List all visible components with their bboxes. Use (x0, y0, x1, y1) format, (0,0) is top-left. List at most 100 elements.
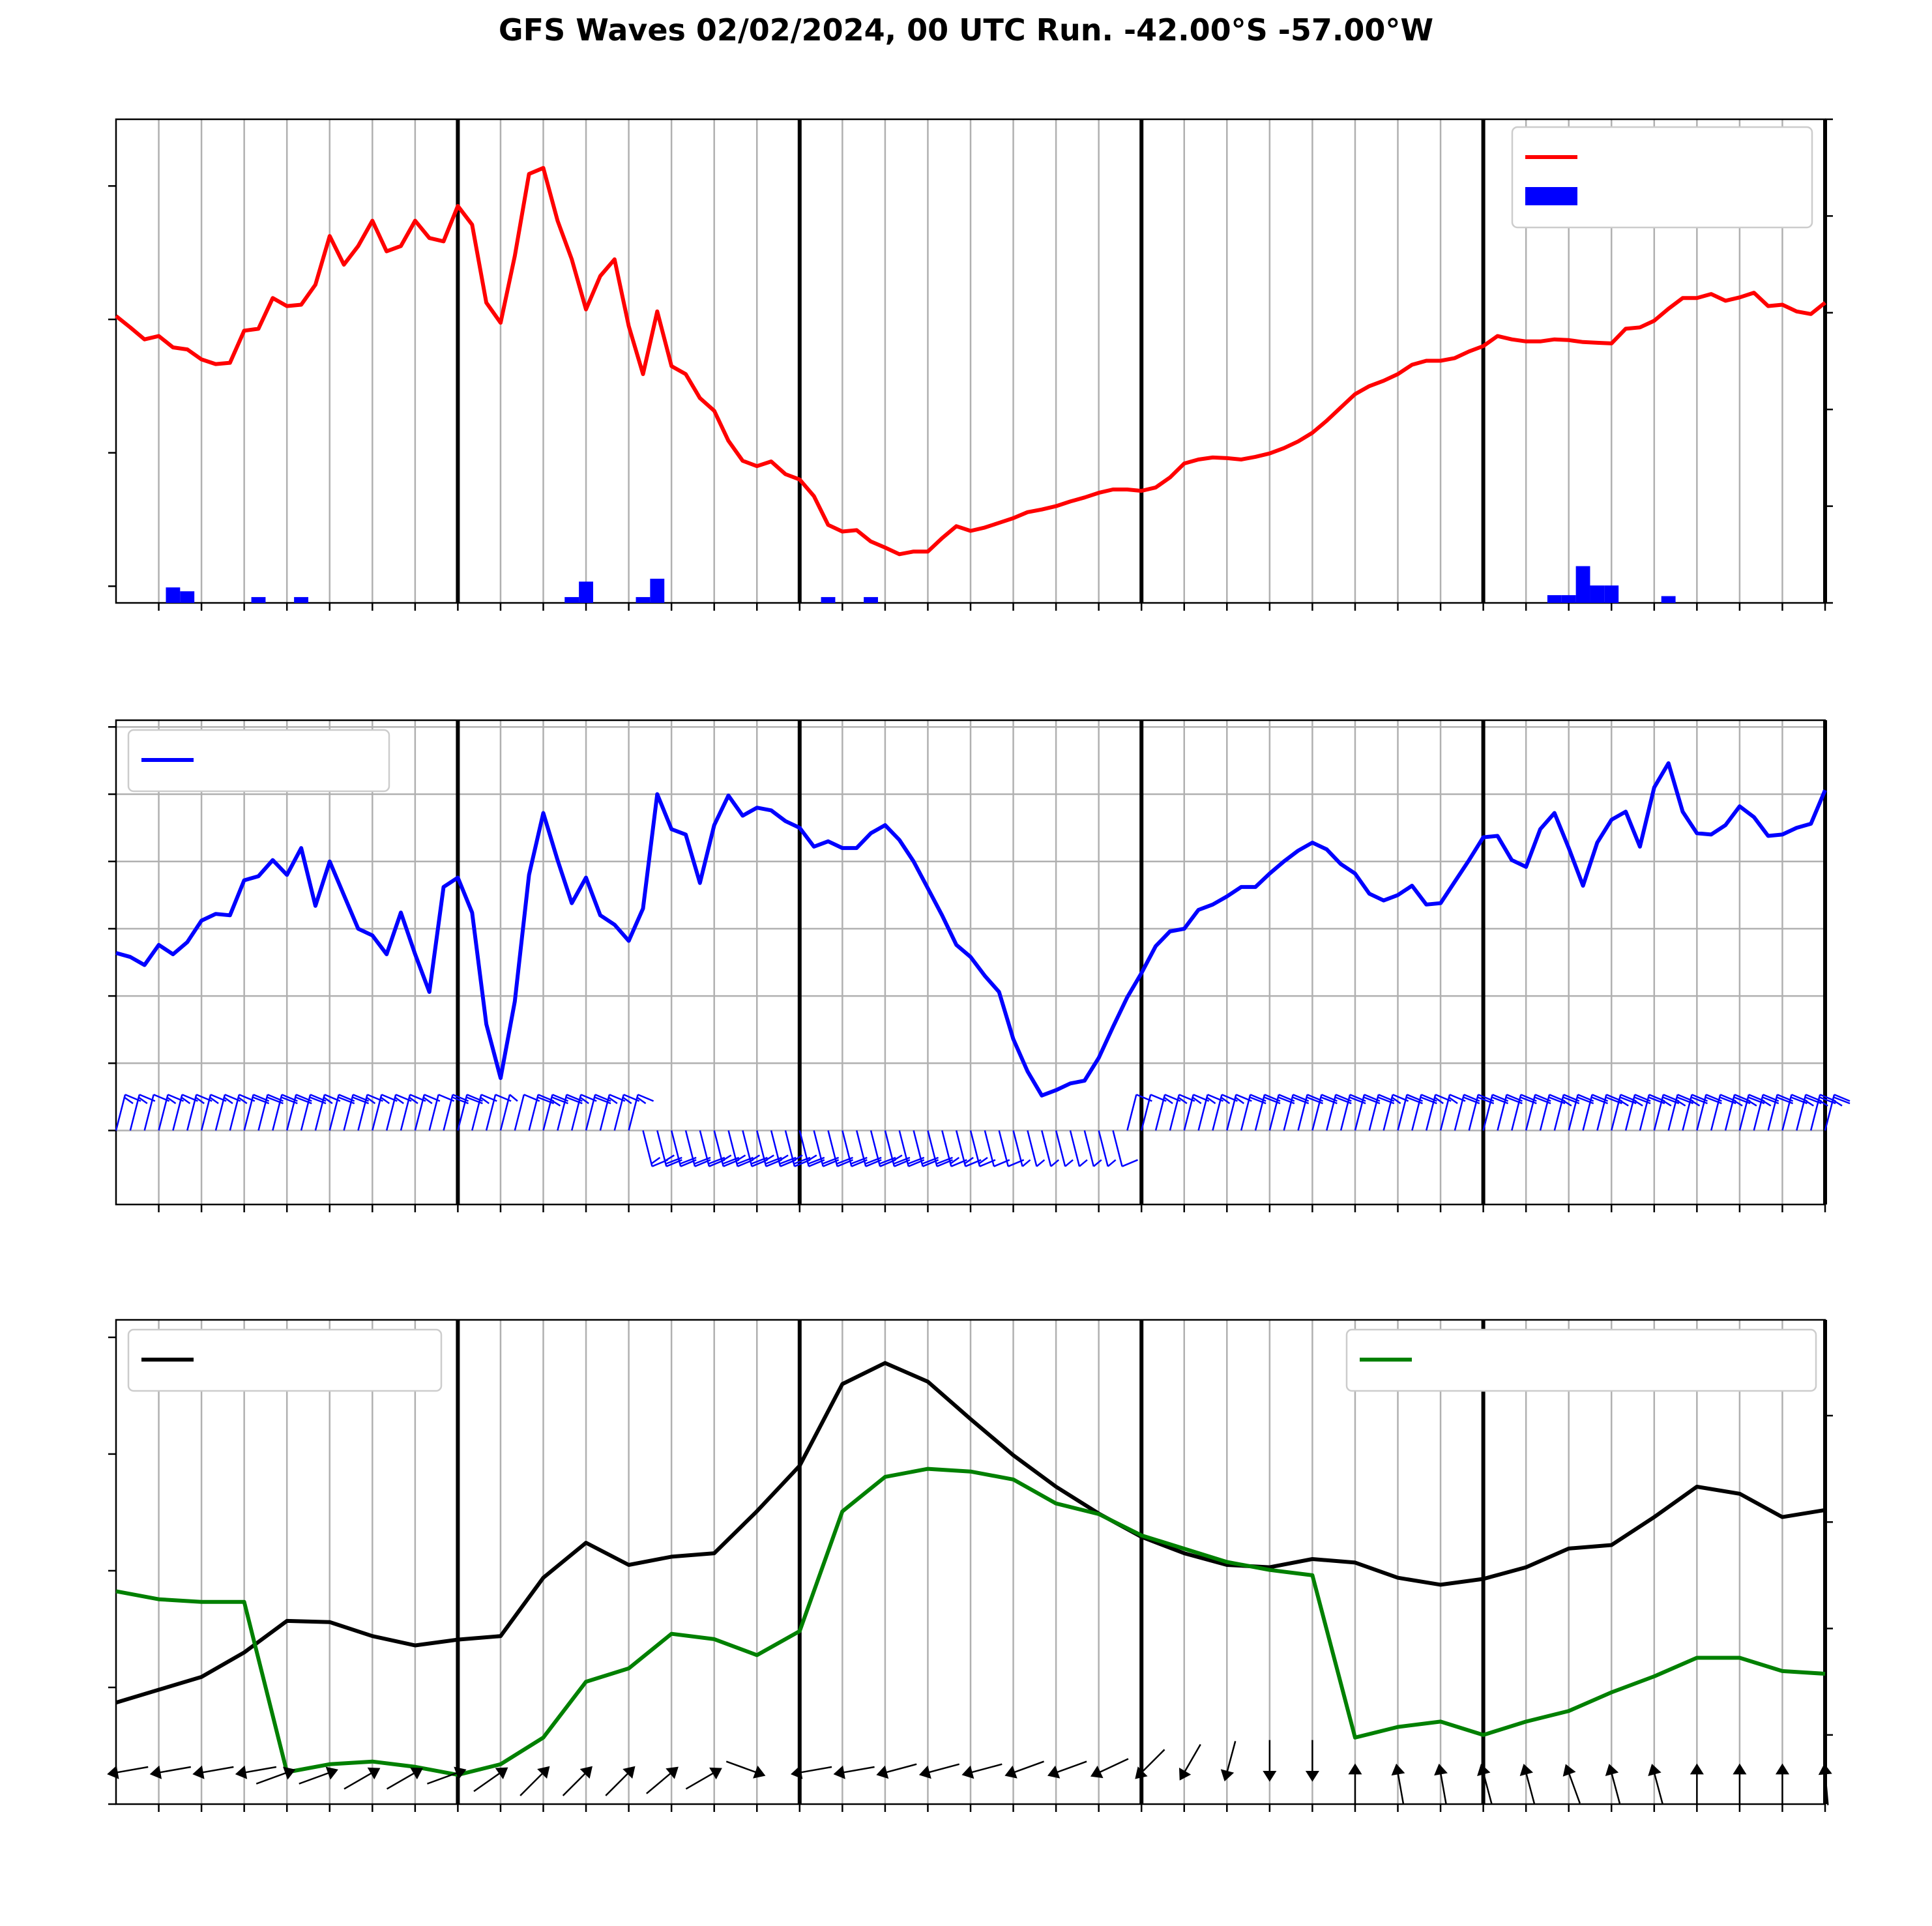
wind-barb-staff (1710, 1094, 1721, 1131)
wind-barb-staff (143, 1094, 154, 1131)
wind-barb-flag (223, 1096, 233, 1105)
wind-barb-staff (272, 1094, 283, 1131)
arrow-head (753, 1765, 766, 1779)
precip-bar (166, 587, 181, 603)
wave-direction-arrow (1391, 1763, 1405, 1805)
wind-barb (143, 1094, 170, 1131)
wind-barb (1098, 1130, 1117, 1167)
wind-barb-staff (1297, 1094, 1308, 1131)
arrow-head (833, 1765, 845, 1779)
wind-barb-flag (1122, 1159, 1138, 1167)
arrow-shaft (1009, 1760, 1044, 1775)
wind-barb-staff (300, 1094, 312, 1131)
arrow-shaft (881, 1763, 917, 1775)
wind-barb-staff (955, 1130, 967, 1167)
arrow-shaft (426, 1770, 462, 1785)
wind-barb (172, 1094, 198, 1131)
arrow-shaft (1396, 1768, 1405, 1805)
wave-direction-arrow (791, 1765, 832, 1779)
wind-barb-staff (115, 1094, 126, 1131)
wind-barb-flag (194, 1096, 205, 1105)
wind-barb-flag (891, 1154, 903, 1163)
wind-barb (329, 1094, 355, 1131)
arrow-shaft (197, 1766, 234, 1774)
wind-barb-staff (1283, 1094, 1294, 1131)
wave-direction-arrow (1305, 1740, 1319, 1782)
wind-barb-staff (1140, 1094, 1152, 1131)
precip-bar (579, 581, 593, 603)
wind-barb (428, 1094, 455, 1131)
precip-bar (1604, 585, 1619, 603)
wave-direction-arrow (473, 1767, 508, 1792)
wind-barb-staff (998, 1130, 1009, 1167)
wind-barb-flag (636, 1096, 647, 1105)
wind-barb-staff (1212, 1094, 1223, 1131)
arrow-head (1605, 1764, 1619, 1776)
wind-barb-staff (1454, 1094, 1465, 1131)
precip-bar (636, 597, 651, 603)
wind-barb-flag (1064, 1159, 1074, 1167)
wind-barb-staff (214, 1094, 226, 1131)
arrow-shaft (838, 1766, 875, 1774)
wind-barb (1197, 1094, 1224, 1131)
wind-barb (628, 1094, 654, 1131)
precip-bar (821, 597, 836, 603)
wind-barb-staff (1098, 1130, 1109, 1167)
arrow-head (537, 1766, 550, 1779)
arrow-head (1391, 1763, 1405, 1776)
wave-direction-arrow (646, 1766, 679, 1794)
wind-barb-staff (855, 1130, 867, 1167)
wind-barb (656, 1130, 682, 1167)
wind-barb-staff (628, 1094, 639, 1131)
arrow-head (791, 1765, 803, 1779)
wave-direction-arrow (725, 1760, 766, 1779)
arrow-head (1434, 1763, 1448, 1776)
wave-direction-arrow (1818, 1763, 1832, 1805)
wind-barb-staff (514, 1094, 525, 1131)
wind-barb (1055, 1130, 1074, 1167)
wind-barb-staff (471, 1094, 482, 1131)
wave-direction-arrow (107, 1765, 149, 1779)
arrow-head (1648, 1764, 1661, 1776)
wind-barb-flag (1079, 1159, 1088, 1167)
arrow-head (1690, 1763, 1704, 1775)
wind-barb-staff (285, 1094, 297, 1131)
wave-direction-arrow (1562, 1764, 1581, 1804)
arrow-shaft (646, 1769, 675, 1794)
wind-barb-flag (1560, 1098, 1572, 1107)
wind-barb-staff (1041, 1130, 1052, 1167)
precip-bar (251, 597, 266, 603)
wind-barb-flag (509, 1094, 518, 1102)
temperature-line (115, 166, 1826, 557)
swh-line (115, 1361, 1826, 1705)
wind-barb-staff (827, 1130, 838, 1167)
arrow-head (235, 1765, 248, 1779)
period-line (115, 1466, 1826, 1777)
arrow-shaft (344, 1770, 377, 1790)
wind-barb-flag (720, 1154, 732, 1163)
arrow-head (1818, 1763, 1832, 1775)
arrow-head (1135, 1766, 1148, 1779)
arrow-head (876, 1765, 889, 1779)
wind-barb-flag (978, 1156, 988, 1165)
wind-barb-staff (385, 1094, 397, 1131)
wind-barb (372, 1094, 398, 1131)
wind-barb-flag (394, 1096, 404, 1105)
arrow-head (107, 1765, 119, 1779)
wind-barb-staff (329, 1094, 340, 1131)
wind-barb-flag (734, 1154, 746, 1163)
wind-barb-staff (1354, 1094, 1366, 1131)
arrow-shaft (111, 1766, 149, 1774)
wind-barb-flag (365, 1096, 376, 1105)
wind-barb-flag (777, 1154, 789, 1163)
wind-barb-flag (1760, 1098, 1772, 1107)
wind-barb-flag (1021, 1159, 1031, 1167)
wind-barb (1041, 1130, 1060, 1167)
wind-barb (186, 1094, 212, 1131)
precip-bar (1590, 585, 1605, 603)
wind-barb-flag (663, 1154, 675, 1163)
wind-barb-staff (941, 1130, 952, 1167)
wind-barb (243, 1094, 270, 1131)
wind-barb-flag (748, 1154, 761, 1163)
wind-barb-flag (323, 1096, 333, 1105)
